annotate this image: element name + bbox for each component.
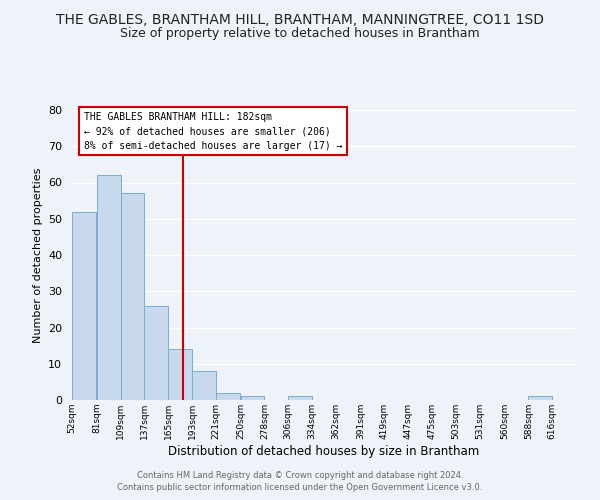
Bar: [241, 396, 265, 400]
X-axis label: Distribution of detached houses by size in Brantham: Distribution of detached houses by size …: [169, 444, 479, 458]
Bar: [97, 176, 121, 400]
Bar: [145, 306, 168, 400]
Bar: [121, 194, 145, 400]
Bar: [168, 349, 192, 400]
Text: Contains public sector information licensed under the Open Government Licence v3: Contains public sector information licen…: [118, 484, 482, 492]
Text: THE GABLES BRANTHAM HILL: 182sqm
← 92% of detached houses are smaller (206)
8% o: THE GABLES BRANTHAM HILL: 182sqm ← 92% o…: [84, 112, 343, 150]
Bar: [529, 396, 552, 400]
Y-axis label: Number of detached properties: Number of detached properties: [32, 168, 43, 342]
Bar: [72, 212, 96, 400]
Bar: [216, 393, 240, 400]
Text: THE GABLES, BRANTHAM HILL, BRANTHAM, MANNINGTREE, CO11 1SD: THE GABLES, BRANTHAM HILL, BRANTHAM, MAN…: [56, 12, 544, 26]
Text: Size of property relative to detached houses in Brantham: Size of property relative to detached ho…: [120, 28, 480, 40]
Text: Contains HM Land Registry data © Crown copyright and database right 2024.: Contains HM Land Registry data © Crown c…: [137, 471, 463, 480]
Bar: [192, 371, 216, 400]
Bar: [288, 396, 312, 400]
